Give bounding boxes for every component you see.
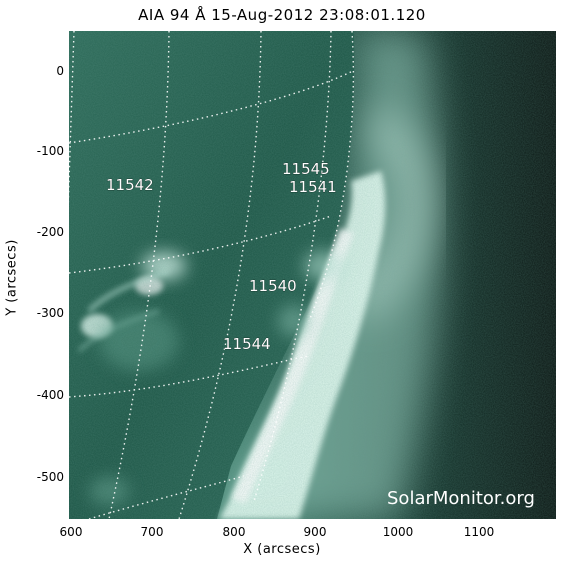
- x-tick-label: 900: [303, 525, 327, 539]
- active-region-label: 11541: [289, 178, 337, 196]
- y-tick-label: -100: [36, 144, 64, 158]
- y-tick-label: -500: [36, 470, 64, 484]
- y-tick-label: -200: [36, 225, 64, 239]
- y-tick-label: -300: [36, 306, 64, 320]
- active-region-label: 11542: [106, 176, 154, 194]
- heliographic-grid: [69, 31, 355, 519]
- active-region-label: 11544: [223, 335, 271, 353]
- x-tick-label: 1000: [382, 525, 414, 539]
- x-tick-label: 600: [59, 525, 83, 539]
- y-tick-label: -400: [36, 388, 64, 402]
- x-tick-label: 1100: [463, 525, 495, 539]
- solar-image-panel: 11542 11545 11541 11540 11544 SolarMonit…: [69, 31, 556, 519]
- y-axis-label: Y (arcsecs): [4, 239, 20, 316]
- solar-image: 11542 11545 11541 11540 11544 SolarMonit…: [69, 31, 556, 519]
- x-tick-label: 800: [222, 525, 246, 539]
- image-title: AIA 94 Å 15-Aug-2012 23:08:01.120: [138, 6, 426, 24]
- active-region-label: 11540: [249, 277, 297, 295]
- x-tick-label: 700: [140, 525, 164, 539]
- y-tick-label: 0: [56, 64, 64, 78]
- active-region-label: 11545: [282, 160, 330, 178]
- watermark-text: SolarMonitor.org: [387, 488, 535, 509]
- x-axis-label: X (arcsecs): [243, 542, 321, 557]
